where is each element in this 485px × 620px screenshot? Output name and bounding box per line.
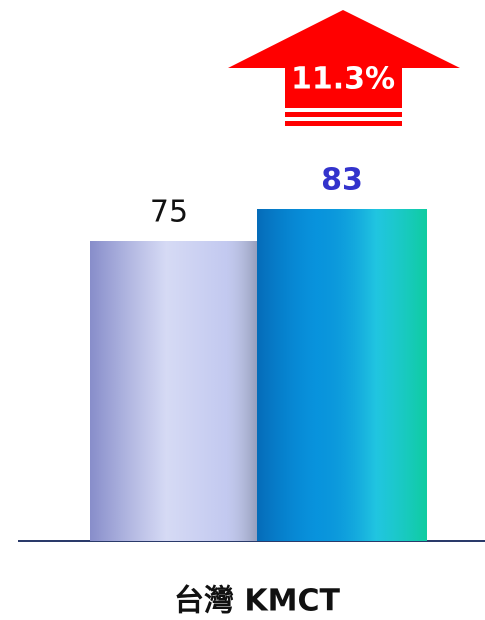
value-label: 75 xyxy=(150,195,188,230)
bar-shading xyxy=(90,241,260,541)
x-tick-label: 台灣 KMCT xyxy=(174,584,341,619)
value-label: 83 xyxy=(321,163,363,198)
bar-shading xyxy=(257,209,427,541)
annotation: 11.3% xyxy=(291,62,395,97)
increase-arrow xyxy=(228,10,460,126)
